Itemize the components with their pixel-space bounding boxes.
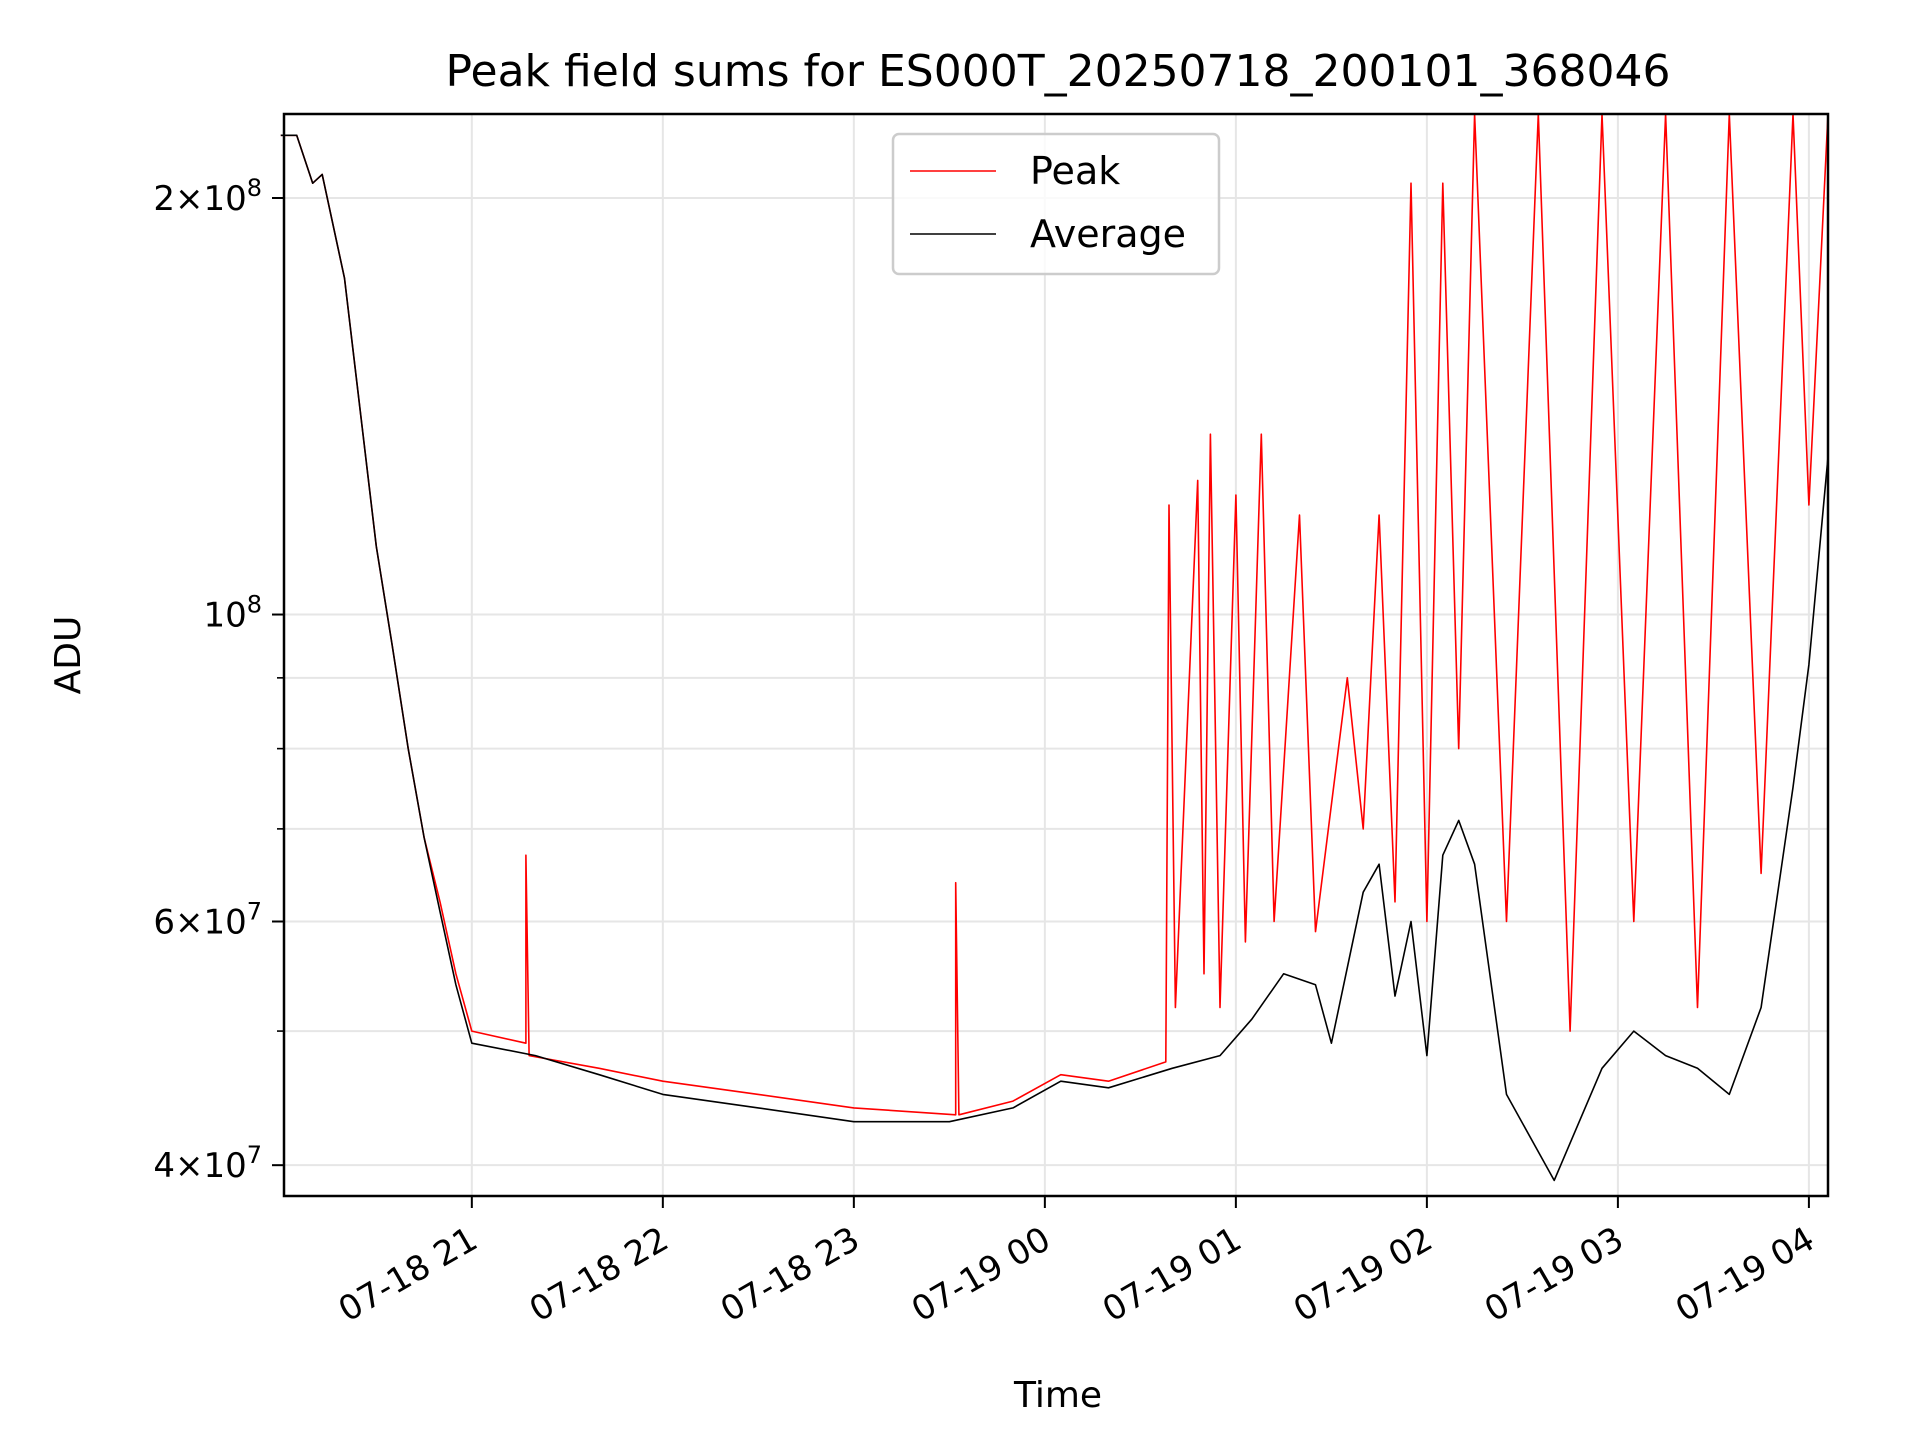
- y-tick-label: 4×107: [153, 1141, 262, 1186]
- legend-box: [891, 132, 1221, 276]
- x-tick-label: 07-19 02: [1287, 1219, 1439, 1330]
- axis-ticks: 07-18 21 07-18 22 07-18 23 07-19 00 07-19 01…: [153, 174, 1821, 1330]
- series-line-peak: [280, 113, 1829, 1116]
- y-tick-label: 2×108: [153, 174, 262, 219]
- plot-area-frame: [282, 112, 1830, 1198]
- x-tick-label: 07-19 04: [1669, 1219, 1821, 1330]
- x-axis-label: Time: [1013, 1375, 1102, 1416]
- legend-label-peak: Peak: [1030, 149, 1120, 193]
- legend: Peak Average: [891, 132, 1221, 276]
- chart-title: Peak field sums for ES000T_20250718_2001…: [446, 46, 1671, 97]
- series-line-average: [280, 134, 1829, 1182]
- y-tick-label: 108: [203, 591, 262, 636]
- x-tick-label: 07-18 21: [332, 1219, 484, 1330]
- x-tick-label: 07-19 03: [1478, 1219, 1630, 1330]
- plot-lines: [280, 113, 1829, 1182]
- y-axis-label: ADU: [48, 616, 89, 695]
- y-tick-label: 6×107: [153, 898, 262, 943]
- x-tick-label: 07-18 23: [714, 1219, 866, 1330]
- x-tick-label: 07-18 22: [523, 1219, 675, 1330]
- x-tick-label: 07-19 01: [1096, 1219, 1248, 1330]
- legend-label-average: Average: [1030, 212, 1186, 256]
- x-tick-label: 07-19 00: [905, 1219, 1057, 1330]
